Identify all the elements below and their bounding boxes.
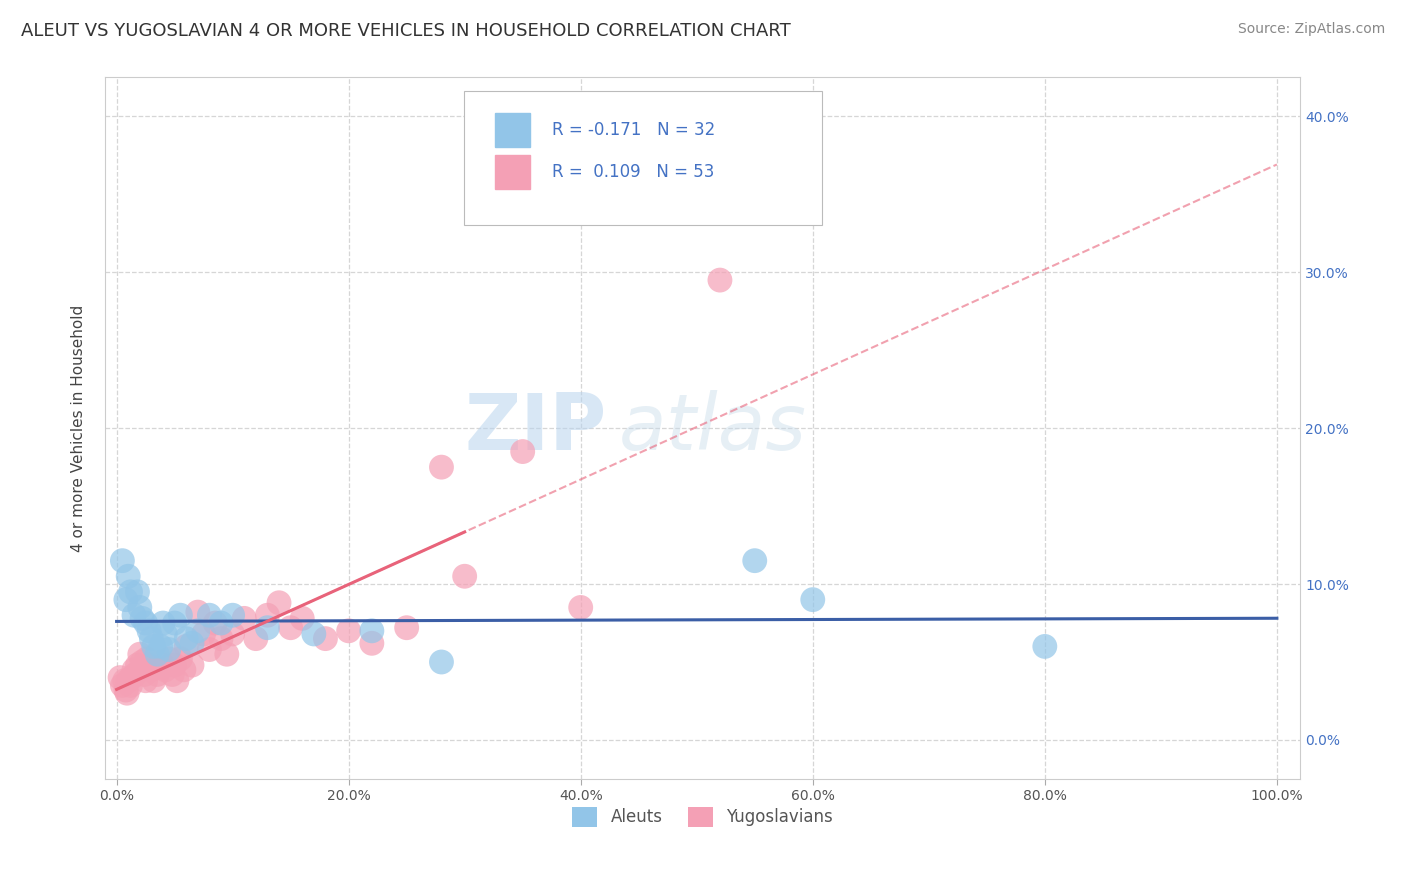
Point [114,673,136,688]
Text: ALEUT VS YUGOSLAVIAN 4 OR MORE VEHICLES IN HOUSEHOLD CORRELATION CHART: ALEUT VS YUGOSLAVIAN 4 OR MORE VEHICLES … [21,22,790,40]
Point [155,627,177,641]
Point [209,632,232,646]
Point [142,640,165,654]
Point [215,647,238,661]
Point [163,658,186,673]
Point [142,673,165,688]
Point [157,652,180,666]
Point [127,658,149,673]
Point [135,615,157,630]
Point [337,624,360,638]
Point [267,596,290,610]
Point [569,600,592,615]
Point [360,636,382,650]
Point [453,569,475,583]
Point [134,667,156,681]
Point [204,615,226,630]
Point [256,608,278,623]
Point [115,592,138,607]
Point [152,615,174,630]
FancyBboxPatch shape [464,92,823,225]
Point [117,673,139,688]
Point [245,632,267,646]
Point [141,632,163,646]
Point [138,658,160,673]
Point [187,624,209,638]
Point [221,627,243,641]
Point [801,592,824,607]
Point [181,658,204,673]
Point [120,585,142,599]
Point [120,678,142,692]
Point [174,640,197,654]
Point [149,655,172,669]
Point [360,624,382,638]
Bar [495,113,530,147]
Point [512,444,534,458]
Point [198,608,221,623]
Text: R = -0.171   N = 32: R = -0.171 N = 32 [553,121,716,139]
Point [135,652,157,666]
Point [111,554,134,568]
Point [131,655,153,669]
Point [128,647,150,661]
Point [146,667,169,681]
Text: atlas: atlas [619,390,807,467]
Point [152,658,174,673]
Point [121,671,143,685]
Text: R =  0.109   N = 53: R = 0.109 N = 53 [553,163,714,181]
Point [709,273,731,287]
Point [193,627,215,641]
Point [122,608,145,623]
Point [128,600,150,615]
Point [163,615,186,630]
Point [187,605,209,619]
Point [169,652,191,666]
Point [169,608,191,623]
Point [127,585,149,599]
Point [291,611,314,625]
Point [314,632,336,646]
Point [149,640,172,654]
Point [141,663,163,677]
Point [233,611,256,625]
Text: ZIP: ZIP [464,390,607,467]
Point [1033,640,1056,654]
Point [302,627,325,641]
Point [146,647,169,661]
Point [155,663,177,677]
Point [162,667,184,681]
Point [173,663,195,677]
Legend: Aleuts, Yugoslavians: Aleuts, Yugoslavians [565,800,839,834]
Point [111,678,134,692]
Point [280,621,302,635]
Point [209,615,232,630]
Point [135,673,157,688]
Bar [495,155,530,189]
Point [117,569,139,583]
Point [131,611,153,625]
Point [157,642,180,657]
Point [122,663,145,677]
Point [430,655,453,669]
Point [115,683,138,698]
Point [174,632,197,646]
Point [395,621,418,635]
Point [430,460,453,475]
Text: Source: ZipAtlas.com: Source: ZipAtlas.com [1237,22,1385,37]
Point [108,671,131,685]
Point [256,621,278,635]
Point [744,554,766,568]
Point [198,642,221,657]
Point [124,667,146,681]
Point [166,673,188,688]
Y-axis label: 4 or more Vehicles in Household: 4 or more Vehicles in Household [72,304,86,552]
Point [181,636,204,650]
Point [221,608,243,623]
Point [138,624,160,638]
Point [115,686,138,700]
